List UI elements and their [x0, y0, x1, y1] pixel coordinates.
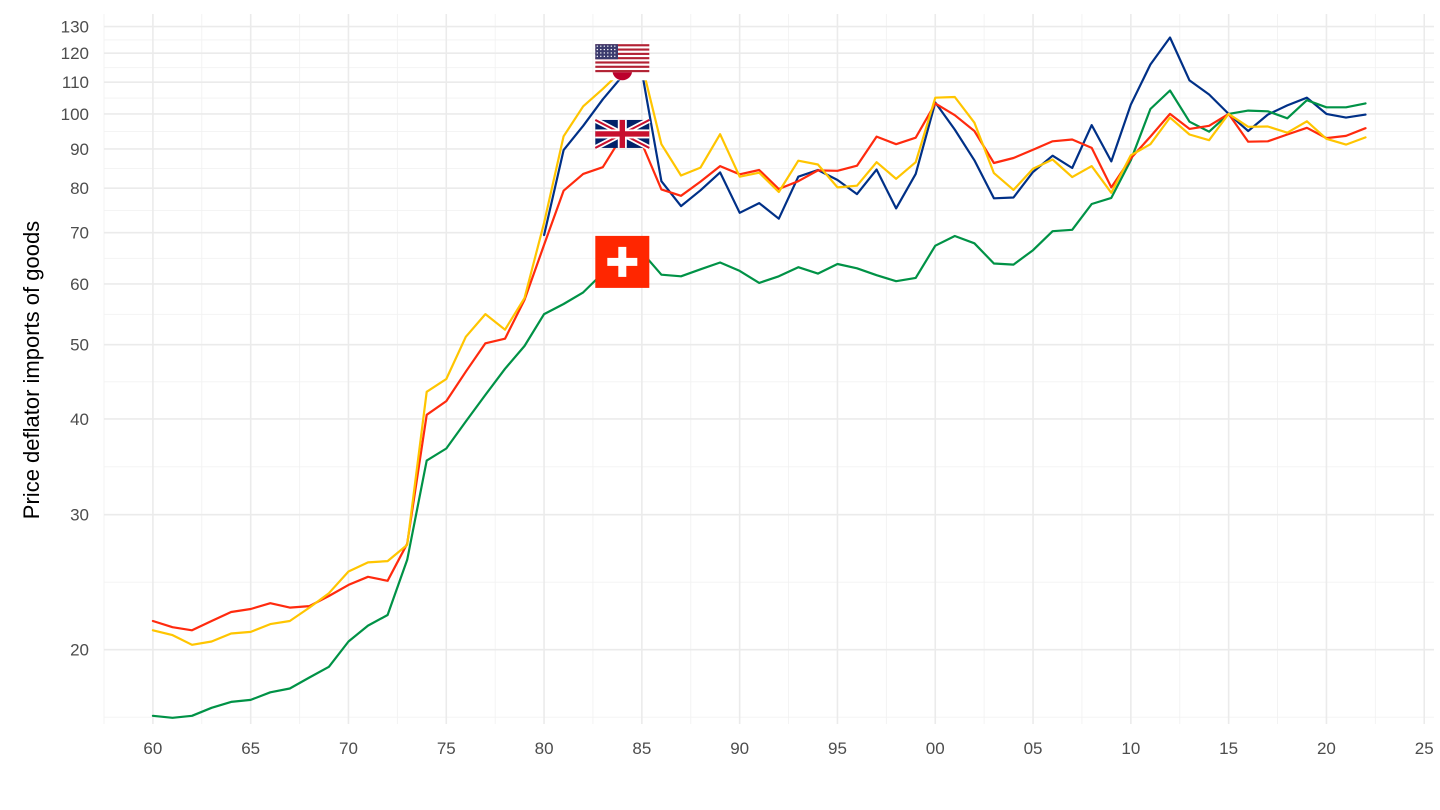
x-tick-label: 80	[535, 739, 554, 758]
y-tick-label: 30	[70, 506, 89, 525]
y-tick-label: 130	[61, 18, 89, 37]
x-tick-label: 10	[1121, 739, 1140, 758]
x-axis-tick-labels: 60 65 70 75 80 85 90 95 00 05 10 15 20 25	[143, 739, 1433, 758]
series-line-united-kingdom	[151, 102, 1367, 632]
series-flags	[594, 44, 651, 288]
x-tick-label: 75	[437, 739, 456, 758]
x-tick-label: 70	[339, 739, 358, 758]
gridlines	[103, 14, 1434, 724]
y-tick-label: 50	[70, 336, 89, 355]
y-tick-label: 90	[70, 140, 89, 159]
series-line-japan	[151, 63, 1367, 646]
x-tick-label: 95	[828, 739, 847, 758]
series-line-switzerland	[151, 89, 1367, 719]
switzerland-flag-icon	[595, 235, 650, 288]
y-tick-label: 40	[70, 410, 89, 429]
series-lines	[151, 36, 1367, 719]
x-tick-label: 20	[1317, 739, 1336, 758]
y-tick-label: 100	[61, 105, 89, 124]
x-tick-label: 05	[1024, 739, 1043, 758]
x-tick-label: 15	[1219, 739, 1238, 758]
x-tick-label: 25	[1415, 739, 1434, 758]
y-axis-tick-labels: 20 30 40 50 60 70 80 90 100 110 120 130	[61, 18, 89, 660]
y-tick-label: 70	[70, 224, 89, 243]
y-tick-label: 110	[62, 73, 89, 92]
y-axis-title: Price deflator imports of goods	[19, 221, 44, 519]
y-tick-label: 120	[61, 44, 89, 63]
united-kingdom-flag-icon	[594, 117, 651, 151]
x-tick-label: 90	[730, 739, 749, 758]
y-tick-label: 60	[70, 275, 89, 294]
y-tick-label: 20	[70, 641, 89, 660]
y-tick-label: 80	[70, 179, 89, 198]
x-tick-label: 00	[926, 739, 945, 758]
x-tick-label: 60	[143, 739, 162, 758]
united-states-flag-icon	[595, 44, 650, 73]
x-tick-label: 65	[241, 739, 260, 758]
x-tick-label: 85	[632, 739, 651, 758]
